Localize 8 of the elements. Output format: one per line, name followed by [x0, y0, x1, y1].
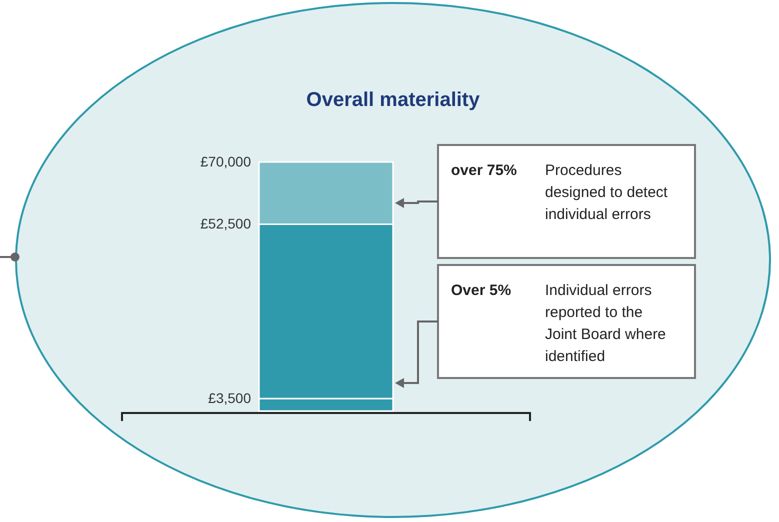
text: Individual errors reported to the Joint Board where identified	[545, 282, 666, 365]
y-tick-label: £70,000	[200, 153, 252, 170]
text: Over 5%	[451, 282, 512, 299]
text: over 75%	[451, 162, 517, 179]
y-tick-label: £52,500	[200, 216, 252, 232]
chart-title: Overall materiality	[306, 89, 481, 111]
text: Procedures designed to detect individual errors	[545, 162, 668, 223]
y-tick-label: £3,500	[208, 390, 252, 406]
